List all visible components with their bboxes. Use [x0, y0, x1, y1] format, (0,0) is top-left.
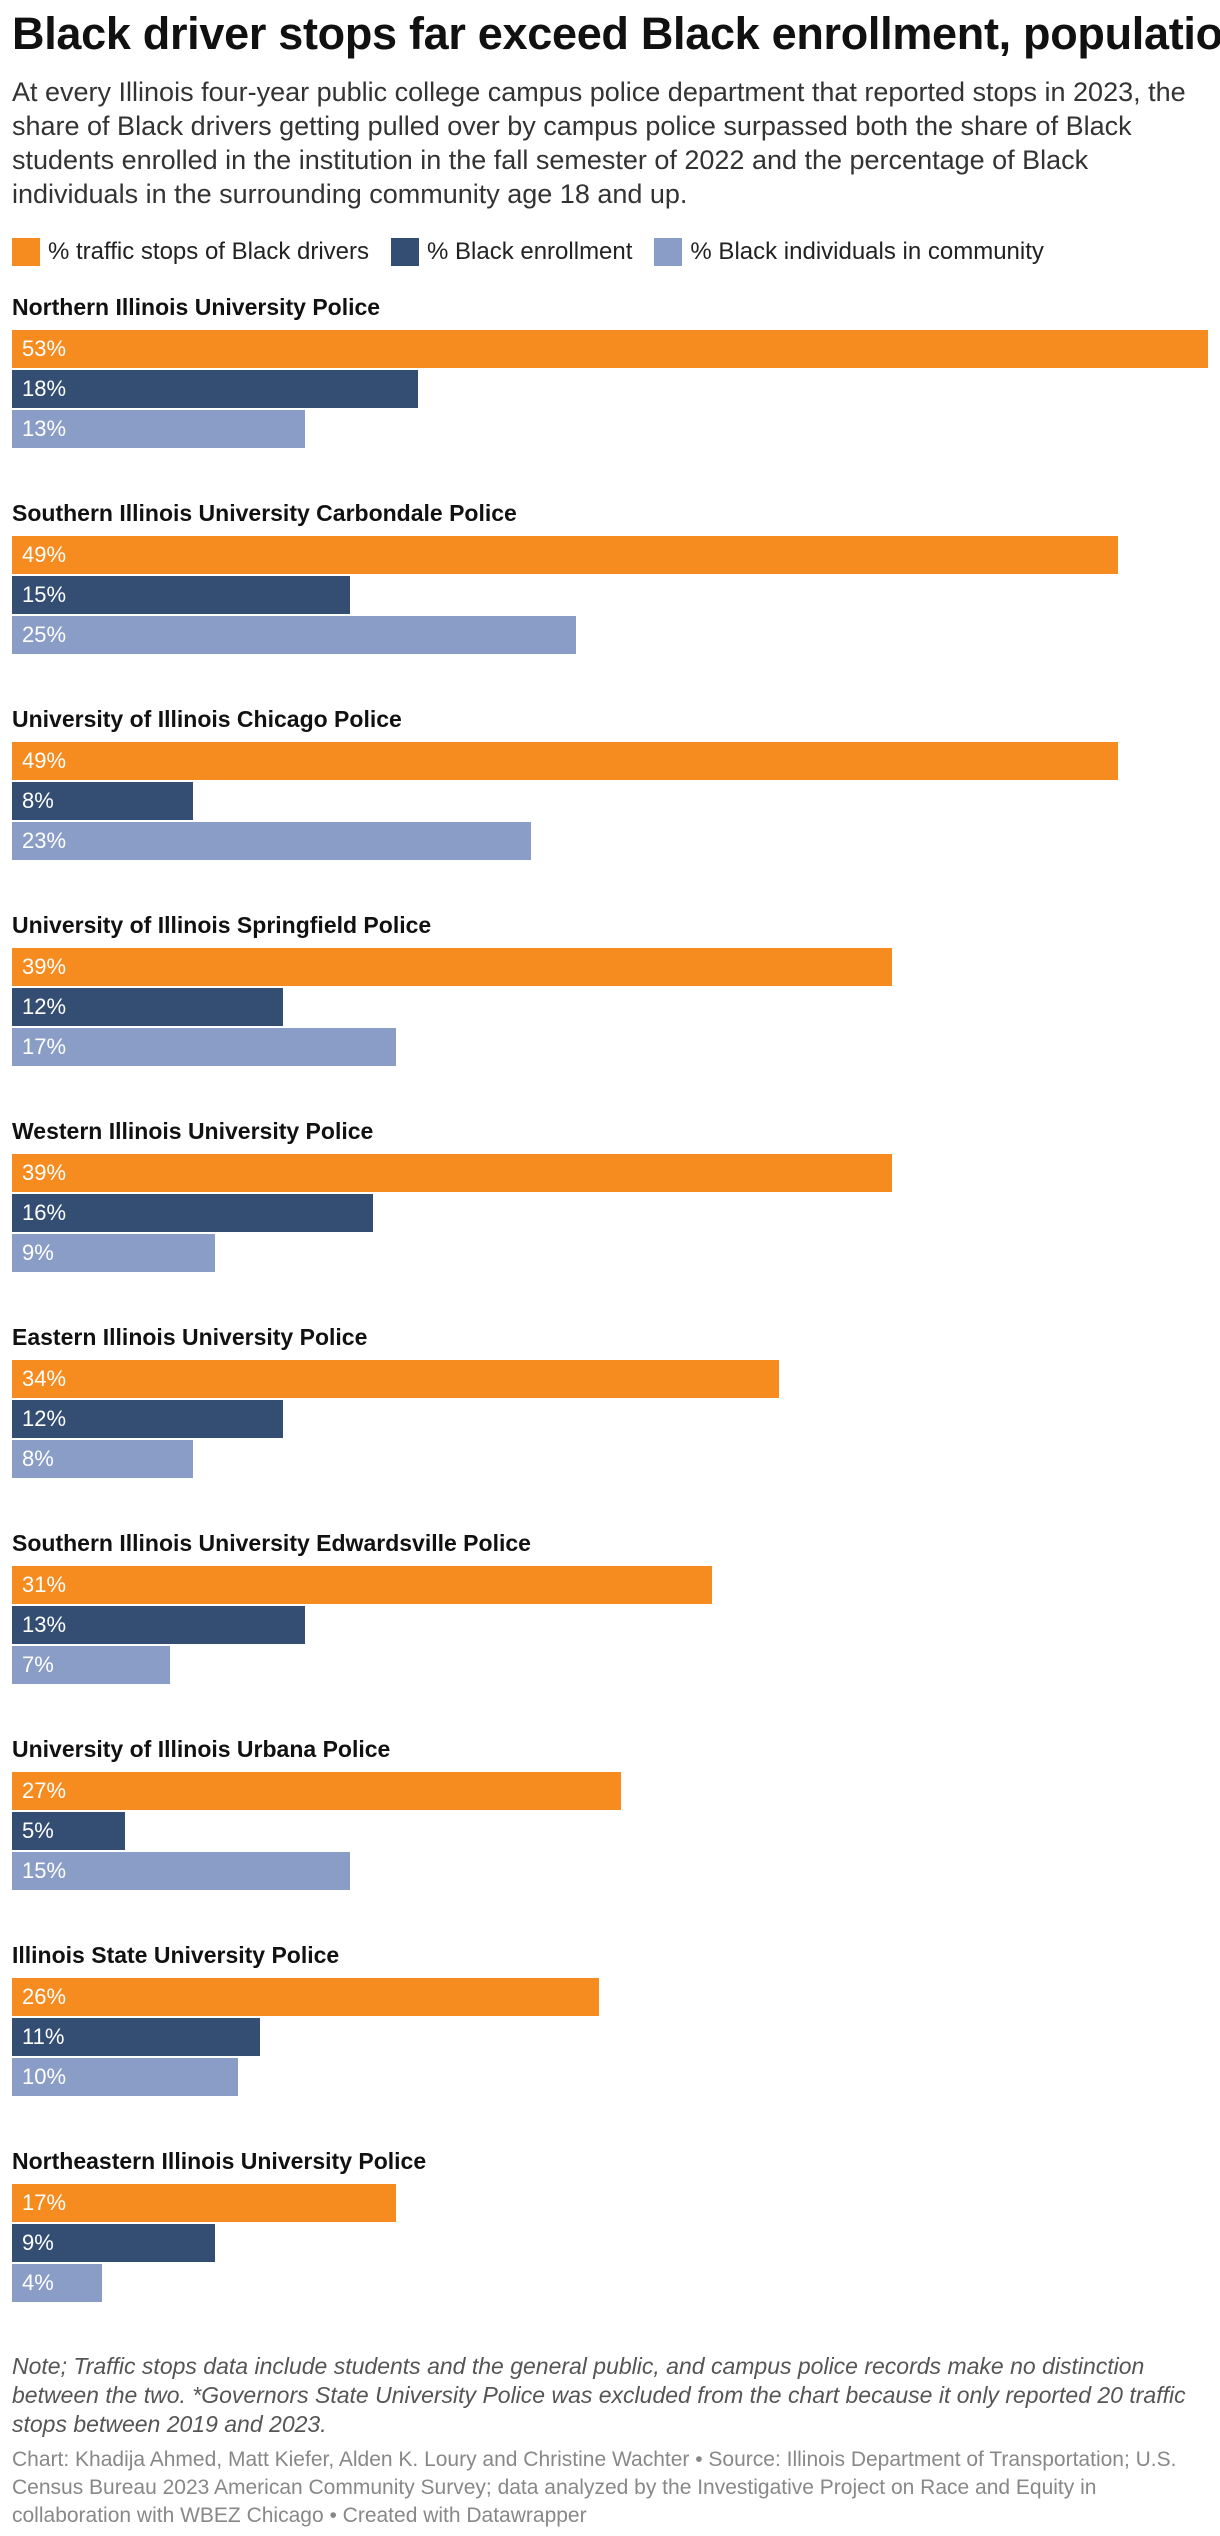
group-label: Northern Illinois University Police	[12, 294, 381, 320]
bar: 12%	[12, 1400, 283, 1438]
bar-group: Northeastern Illinois University Police 1…	[12, 2146, 1208, 2330]
bar-value-label: 8%	[22, 1446, 54, 1471]
legend-swatch	[12, 238, 40, 266]
bar: 8%	[12, 1440, 193, 1478]
bar-value-label: 13%	[22, 1612, 67, 1637]
chart-credit: Chart: Khadija Ahmed, Matt Kiefer, Alden…	[12, 2448, 1177, 2527]
legend-label: % traffic stops of Black drivers	[48, 238, 369, 265]
bar: 23%	[12, 822, 531, 860]
bar-value-label: 13%	[22, 416, 67, 441]
chart-subtitle: At every Illinois four-year public colle…	[12, 77, 1186, 209]
bar: 17%	[12, 2184, 396, 2222]
bar: 8%	[12, 782, 193, 820]
bar: 49%	[12, 536, 1118, 574]
bar-value-label: 10%	[22, 2064, 67, 2089]
bar-group: Southern Illinois University Edwardsvill…	[12, 1528, 1208, 1712]
bar: 49%	[12, 742, 1118, 780]
group-label: Illinois State University Police	[12, 1942, 340, 1968]
bar-value-label: 9%	[22, 2230, 54, 2255]
bar-value-label: 12%	[22, 994, 67, 1019]
bar-value-label: 49%	[22, 542, 67, 567]
bar: 9%	[12, 1234, 215, 1272]
legend-item: % Black enrollment	[391, 238, 632, 266]
chart-title: Black driver stops far exceed Black enro…	[12, 8, 1220, 59]
bar: 17%	[12, 1028, 396, 1066]
bar-value-label: 26%	[22, 1984, 67, 2009]
chart-legend: % traffic stops of Black drivers % Black …	[12, 237, 1066, 267]
bar: 15%	[12, 1852, 350, 1890]
bar: 25%	[12, 616, 576, 654]
bar-value-label: 4%	[22, 2270, 54, 2295]
bar-value-label: 25%	[22, 622, 67, 647]
bar: 9%	[12, 2224, 215, 2262]
bar-group: Southern Illinois University Carbondale …	[12, 498, 1208, 682]
bar: 11%	[12, 2018, 260, 2056]
bar-value-label: 31%	[22, 1572, 67, 1597]
bar: 18%	[12, 370, 418, 408]
bar-value-label: 5%	[22, 1818, 54, 1843]
bar-group: Northern Illinois University Police 53% 18…	[12, 292, 1208, 476]
bar: 12%	[12, 988, 283, 1026]
bar-value-label: 9%	[22, 1240, 54, 1265]
bar-value-label: 17%	[22, 2190, 67, 2215]
legend-item: % traffic stops of Black drivers	[12, 238, 369, 266]
chart-notes: Note; Traffic stops data include student…	[12, 2353, 1186, 2437]
bar: 5%	[12, 1812, 125, 1850]
bar-value-label: 17%	[22, 1034, 67, 1059]
bar-value-label: 49%	[22, 748, 67, 773]
group-label: Southern Illinois University Carbondale …	[12, 500, 517, 526]
bar-value-label: 39%	[22, 954, 67, 979]
bar-group: Illinois State University Police 26% 11% 10…	[12, 1940, 1208, 2124]
bar-value-label: 53%	[22, 336, 67, 361]
bar-value-label: 11%	[22, 2024, 65, 2049]
group-label: Southern Illinois University Edwardsvill…	[12, 1530, 531, 1556]
group-label: Eastern Illinois University Police	[12, 1324, 368, 1350]
group-label: Western Illinois University Police	[12, 1118, 374, 1144]
group-label: University of Illinois Chicago Police	[12, 706, 402, 732]
bar-value-label: 15%	[22, 582, 67, 607]
bar: 4%	[12, 2264, 102, 2302]
group-label: University of Illinois Urbana Police	[12, 1736, 391, 1762]
bar-value-label: 27%	[22, 1778, 67, 1803]
bar: 16%	[12, 1194, 373, 1232]
bar: 10%	[12, 2058, 238, 2096]
bar-value-label: 16%	[22, 1200, 67, 1225]
bar: 13%	[12, 410, 305, 448]
bar-value-label: 12%	[22, 1406, 67, 1431]
group-label: University of Illinois Springfield Polic…	[12, 912, 432, 938]
group-label: Northeastern Illinois University Police	[12, 2148, 427, 2174]
bar: 53%	[12, 330, 1208, 368]
legend-label: % Black enrollment	[427, 238, 633, 265]
bar-value-label: 7%	[22, 1652, 54, 1677]
bar: 31%	[12, 1566, 712, 1604]
bar-value-label: 34%	[22, 1366, 67, 1391]
bar-group: University of Illinois Chicago Police 49%…	[12, 704, 1208, 888]
legend-label: % Black individuals in community	[690, 238, 1044, 265]
bar: 34%	[12, 1360, 779, 1398]
legend-swatch	[654, 238, 683, 266]
bar: 39%	[12, 1154, 892, 1192]
bar-group: University of Illinois Urbana Police 27% 5…	[12, 1734, 1208, 1918]
bar: 27%	[12, 1772, 621, 1810]
bar-value-label: 39%	[22, 1160, 67, 1185]
bar: 7%	[12, 1646, 170, 1684]
bar: 13%	[12, 1606, 305, 1644]
bar: 39%	[12, 948, 892, 986]
bar-value-label: 8%	[22, 788, 54, 813]
legend-swatch	[391, 238, 419, 266]
bar: 15%	[12, 576, 350, 614]
bar-group: Western Illinois University Police 39% 16%…	[12, 1116, 1208, 1300]
bar-value-label: 23%	[22, 828, 67, 853]
bar-value-label: 18%	[22, 376, 67, 401]
bar-value-label: 15%	[22, 1858, 67, 1883]
bar-group: University of Illinois Springfield Polic…	[12, 910, 1208, 1094]
bar: 26%	[12, 1978, 599, 2016]
legend-item: % Black individuals in community	[654, 238, 1044, 266]
bar-group: Eastern Illinois University Police 34% 12%…	[12, 1322, 1208, 1506]
